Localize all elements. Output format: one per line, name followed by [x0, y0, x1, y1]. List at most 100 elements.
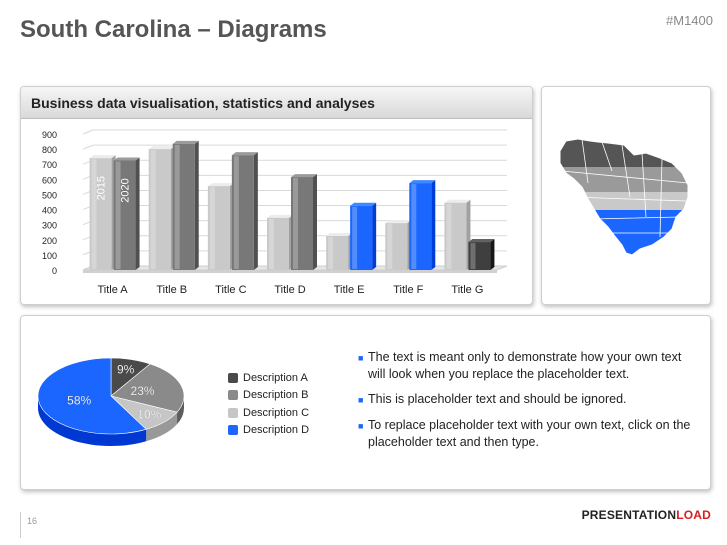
brand-text-1: PRESENTATION: [581, 508, 677, 522]
bar-2015-title-g: [444, 199, 471, 270]
pie-data-label: 10%: [137, 408, 161, 422]
bar-front: [148, 149, 171, 270]
bar-top: [113, 157, 140, 161]
slide-id: #M1400: [666, 13, 713, 28]
y-tick-label: 700: [42, 160, 57, 170]
bar-highlight: [411, 184, 417, 269]
brand-text-2: LOAD: [676, 508, 711, 522]
legend-item: Description C: [228, 404, 309, 422]
y-tick-label: 800: [42, 145, 57, 155]
map-region-lowcountry: [560, 210, 688, 255]
pie-legend: Description A Description B Description …: [228, 369, 309, 439]
bar-top: [409, 180, 436, 184]
gridline: [82, 129, 94, 135]
bar-top: [468, 239, 495, 243]
bar-2020-title-e: [350, 202, 377, 270]
legend-item: Description A: [228, 369, 309, 387]
bar-2020-title-b: [172, 140, 199, 270]
bullet-item: ■ This is placeholder text and should be…: [358, 391, 698, 409]
bar-top: [207, 183, 234, 187]
bar-2015-title-d: [267, 214, 293, 270]
legend-swatch: [228, 372, 238, 383]
bar-side: [313, 174, 317, 270]
page-number: 16: [27, 516, 38, 526]
bar-2015-title-a: [89, 155, 116, 270]
bar-highlight: [387, 224, 393, 269]
bar-highlight: [352, 206, 358, 269]
bar-top: [444, 199, 471, 203]
y-tick-label: 0: [52, 266, 57, 276]
pie-chart: 9% 23% 10% 58%: [37, 357, 185, 446]
bar-highlight: [150, 150, 156, 269]
bar-highlight: [293, 178, 298, 269]
bar-front: [409, 183, 432, 270]
bar-top: [231, 152, 258, 156]
y-tick-label: 100: [42, 251, 57, 261]
bar-side: [372, 202, 377, 270]
bar-front: [326, 236, 349, 270]
legend-swatch: [228, 407, 238, 418]
bullet-text: This is placeholder text and should be i…: [368, 392, 627, 406]
bar-front: [113, 160, 136, 270]
series-label: 2015: [96, 176, 108, 200]
legend-label: Description B: [243, 389, 309, 402]
bar-2020-title-c: [231, 152, 258, 270]
bar-highlight: [91, 159, 97, 269]
legend-swatch: [228, 425, 238, 436]
bar-side: [431, 180, 436, 270]
bar-highlight: [328, 237, 334, 269]
pie-slice-side: [146, 412, 178, 442]
y-tick-label: 200: [42, 236, 57, 246]
bar-2015-title-b: [148, 146, 175, 270]
bullet-text: The text is meant only to demonstrate ho…: [368, 350, 682, 381]
legend-swatch: [228, 390, 238, 401]
bullet-item: ■ The text is meant only to demonstrate …: [358, 349, 698, 383]
bar-highlight: [209, 187, 215, 269]
bar-highlight: [233, 156, 239, 269]
bar-2020-title-d: [291, 174, 317, 270]
bar-highlight: [174, 144, 180, 269]
page-title: South Carolina – Diagrams: [20, 16, 327, 43]
bar-front: [207, 186, 230, 270]
y-tick-label: 600: [42, 175, 57, 185]
bar-top: [291, 174, 317, 178]
bar-2020-title-g: [468, 239, 495, 270]
pie-slice-side: [177, 396, 184, 425]
map-county-lines: [561, 139, 688, 238]
bar-highlight: [115, 161, 121, 269]
bar-front: [385, 223, 408, 270]
bar-top: [350, 202, 377, 206]
legend-label: Description D: [243, 424, 310, 437]
x-tick-label: Title D: [274, 284, 305, 296]
bar-top: [326, 233, 353, 236]
bar-2020-title-a: [113, 157, 140, 270]
bar-front: [468, 242, 491, 270]
bullet-item: ■ To replace placeholder text with your …: [358, 417, 698, 451]
bar-front: [291, 177, 313, 270]
series-label: 2020: [120, 178, 132, 202]
pie-slice-description-b: [110, 363, 185, 413]
chart-panel-title: Business data visualisation, statistics …: [21, 87, 532, 119]
footer-divider: [20, 512, 21, 538]
bar-front: [350, 205, 373, 270]
bar-front: [172, 143, 195, 270]
x-tick-label: Title E: [334, 284, 365, 296]
x-tick-label: Title F: [393, 284, 423, 296]
y-tick-label: 900: [42, 130, 57, 140]
legend-label: Description A: [243, 371, 308, 384]
bullet-text: To replace placeholder text with your ow…: [368, 418, 691, 449]
x-tick-label: Title C: [215, 284, 246, 296]
y-tick-label: 500: [42, 190, 57, 200]
chart-floor-edge: [83, 270, 497, 273]
x-tick-label: Title G: [451, 284, 483, 296]
legend-item: Description D: [228, 422, 309, 440]
bullet-list: ■ The text is meant only to demonstrate …: [358, 349, 698, 459]
brand-logo: PRESENTATIONLOAD: [582, 508, 711, 522]
map-panel: [541, 86, 711, 305]
pie-data-label: 9%: [117, 363, 135, 377]
bar-highlight: [470, 243, 476, 269]
south-carolina-map: [559, 138, 689, 256]
pie-slice-description-d: [37, 357, 147, 435]
pie-panel: 9% 23% 10% 58% Description A Description B …: [20, 315, 711, 490]
bar-top: [172, 140, 199, 144]
